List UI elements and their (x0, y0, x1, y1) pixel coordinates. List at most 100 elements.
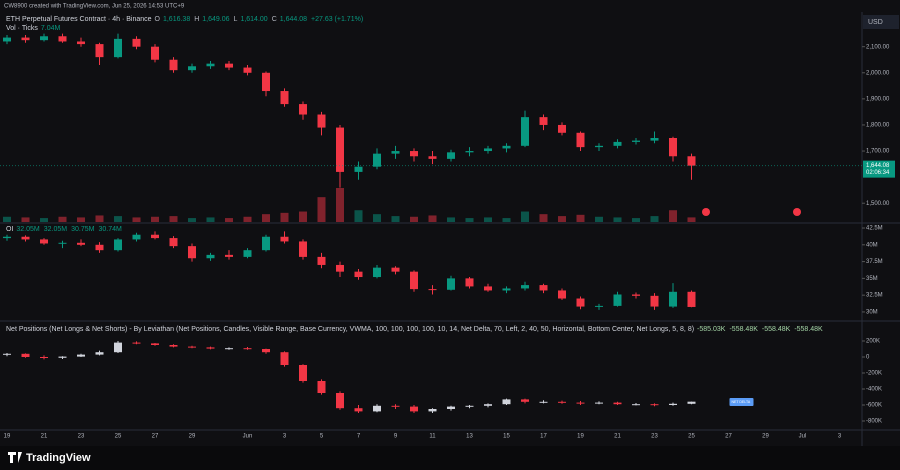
y-tick-label: 2,100.00 (866, 44, 890, 50)
candle-body (225, 254, 233, 257)
candle-body (169, 59, 178, 71)
candle-body (447, 152, 455, 159)
candle-body (3, 37, 11, 42)
candle-body (521, 285, 529, 289)
y-tick-label: 40M (866, 242, 878, 248)
legend-key: O (155, 16, 161, 23)
candle-body (428, 409, 437, 412)
candle-body (669, 403, 677, 405)
y-tick-label: 1,700.00 (866, 149, 890, 155)
candle-body (650, 138, 659, 141)
volume-label: Vol · Ticks (6, 25, 38, 32)
x-tick-label: 25 (115, 434, 122, 440)
x-tick-label: 19 (577, 434, 584, 440)
candle-body (151, 46, 159, 60)
candle-body (465, 278, 474, 287)
volume-bar (243, 216, 252, 222)
candle-body (447, 278, 455, 290)
footer-bar (0, 446, 900, 470)
volume-bar (188, 218, 196, 222)
candle-body (539, 285, 548, 291)
candle-body (484, 148, 492, 152)
candle-body (21, 236, 30, 240)
volume-bar (447, 217, 455, 222)
brand-logo (8, 452, 22, 463)
candle-body (262, 236, 270, 251)
legend-value: 30.74M (98, 226, 122, 233)
candle-body (40, 239, 48, 244)
candle-body (558, 124, 566, 133)
y-tick-label: 1,500.00 (866, 201, 890, 207)
candle-body (262, 349, 270, 353)
volume-bar (410, 216, 418, 222)
candle-body (225, 63, 233, 68)
volume-bar (558, 216, 566, 222)
y-tick-label: 0 (866, 355, 870, 361)
countdown: 02:06:34 (866, 170, 890, 176)
candle-body (373, 405, 381, 412)
candle-body (687, 401, 696, 404)
x-tick-label: 29 (762, 434, 769, 440)
candle-body (317, 256, 326, 265)
x-tick-label: 25 (688, 434, 695, 440)
event-badge[interactable] (702, 208, 710, 216)
legend-value: 32.05M (44, 226, 68, 233)
candle-body (428, 289, 437, 291)
candle-body (169, 238, 178, 247)
candle-body (299, 365, 307, 381)
candle-body (77, 41, 85, 45)
volume-bar (576, 214, 585, 222)
candle-body (595, 145, 603, 148)
candle-body (521, 399, 529, 402)
x-tick-label: 29 (189, 434, 196, 440)
volume-bar (169, 216, 178, 222)
candle-body (262, 72, 270, 92)
x-tick-label: 27 (725, 434, 732, 440)
candle-body (576, 402, 585, 404)
candle-body (502, 399, 511, 405)
volume-bar (3, 216, 11, 222)
candle-body (58, 242, 67, 244)
candle-body (336, 127, 344, 172)
last-price-label: 1,644.08 (866, 163, 890, 169)
candle-body (632, 404, 640, 406)
x-tick-label: 9 (394, 434, 398, 440)
candle-body (243, 348, 252, 350)
candle-body (206, 347, 215, 349)
candle-body (95, 44, 104, 58)
legend-value: 1,649.06 (202, 16, 229, 23)
candle-body (317, 114, 326, 128)
candle-body (132, 234, 141, 240)
y-tick-label: -800K (866, 419, 882, 425)
y-tick-label: 2,000.00 (866, 70, 890, 76)
candle-body (151, 343, 159, 345)
candle-body (558, 290, 566, 299)
x-tick-label: 27 (152, 434, 159, 440)
legend-value: 32.05M (16, 226, 40, 233)
volume-bar (539, 214, 548, 222)
x-tick-label: 21 (41, 434, 48, 440)
last-price-tag (863, 160, 895, 178)
candle-body (299, 241, 307, 257)
volume-last: 7.04M (41, 25, 61, 32)
candle-body (410, 151, 418, 157)
legend-value: 1,644.08 (280, 16, 307, 23)
candle-body (613, 294, 622, 306)
volume-bar (595, 216, 603, 222)
candle-body (632, 294, 640, 296)
event-badge[interactable] (793, 208, 801, 216)
candle-body (40, 36, 48, 41)
candle-body (3, 236, 11, 239)
volume-bar (40, 218, 48, 222)
candle-body (3, 353, 11, 355)
y-tick-label: 42.5M (866, 226, 883, 232)
x-tick-label: 7 (357, 434, 361, 440)
candle-body (558, 401, 566, 403)
candle-body (539, 117, 548, 125)
candle-body (613, 141, 622, 146)
candle-body (280, 91, 289, 105)
candle-body (114, 38, 122, 58)
candle-body (595, 305, 603, 307)
